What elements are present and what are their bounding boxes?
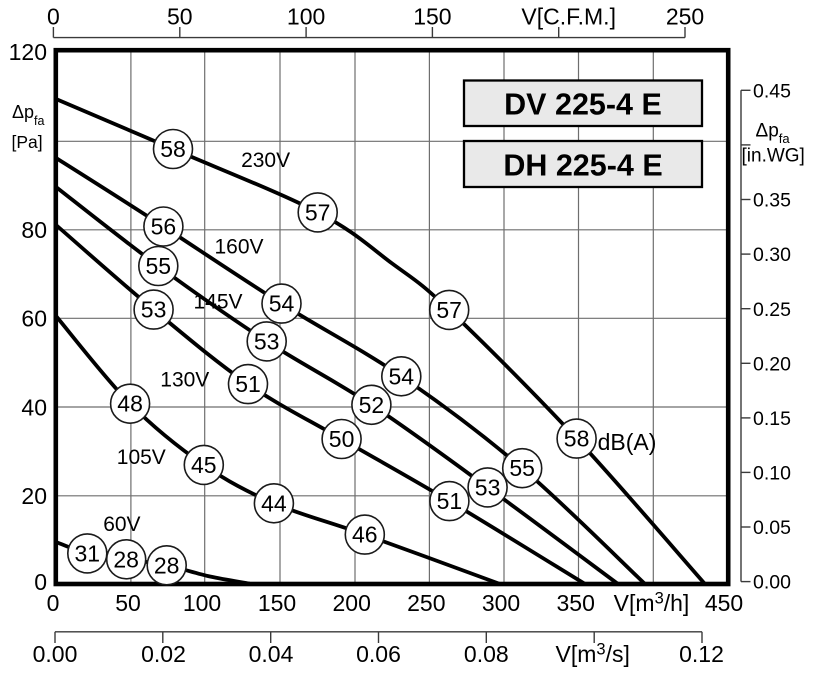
svg-text:0.15: 0.15 — [753, 408, 791, 430]
svg-text:230V: 230V — [241, 149, 290, 172]
svg-text:dB(A): dB(A) — [598, 429, 657, 455]
svg-text:60V: 60V — [103, 513, 140, 536]
svg-text:160V: 160V — [214, 236, 263, 259]
svg-text:56: 56 — [151, 214, 177, 240]
svg-text:V[m3/s]: V[m3/s] — [556, 641, 630, 668]
svg-text:57: 57 — [436, 297, 462, 323]
svg-text:53: 53 — [141, 297, 167, 323]
svg-text:46: 46 — [352, 522, 378, 548]
svg-text:53: 53 — [254, 328, 280, 354]
svg-text:0.30: 0.30 — [753, 244, 791, 266]
svg-text:54: 54 — [269, 291, 295, 317]
svg-text:45: 45 — [191, 452, 217, 478]
svg-text:28: 28 — [113, 546, 139, 572]
svg-text:0.06: 0.06 — [356, 641, 401, 667]
svg-text:80: 80 — [21, 217, 47, 243]
svg-text:200: 200 — [333, 590, 371, 616]
svg-text:350: 350 — [557, 590, 595, 616]
svg-text:55: 55 — [509, 455, 535, 481]
svg-text:51: 51 — [437, 488, 463, 514]
svg-text:52: 52 — [359, 392, 385, 418]
svg-text:55: 55 — [146, 253, 172, 279]
svg-text:48: 48 — [117, 391, 143, 417]
svg-text:51: 51 — [235, 371, 261, 397]
svg-text:130V: 130V — [160, 369, 209, 392]
svg-text:31: 31 — [75, 540, 101, 566]
svg-text:28: 28 — [154, 552, 180, 578]
svg-text:0.12: 0.12 — [679, 641, 724, 667]
svg-text:150: 150 — [413, 4, 451, 30]
svg-text:100: 100 — [183, 590, 221, 616]
svg-text:150: 150 — [258, 590, 296, 616]
svg-text:300: 300 — [482, 590, 520, 616]
svg-text:0.02: 0.02 — [141, 641, 186, 667]
svg-text:0.08: 0.08 — [464, 641, 509, 667]
svg-text:120: 120 — [9, 39, 47, 65]
svg-text:250: 250 — [407, 590, 445, 616]
svg-text:DH 225-4 E: DH 225-4 E — [503, 148, 662, 182]
svg-text:[in.WG]: [in.WG] — [742, 146, 805, 167]
svg-text:V[C.F.M.]: V[C.F.M.] — [521, 4, 616, 30]
svg-text:57: 57 — [305, 199, 331, 225]
svg-text:0.00: 0.00 — [33, 641, 78, 667]
svg-text:V[m3/h]: V[m3/h] — [614, 590, 690, 617]
svg-text:44: 44 — [261, 490, 287, 516]
svg-text:0.00: 0.00 — [753, 572, 791, 594]
svg-text:0.35: 0.35 — [753, 190, 791, 212]
svg-text:145V: 145V — [193, 291, 242, 314]
svg-text:54: 54 — [389, 363, 415, 389]
svg-text:0.10: 0.10 — [753, 463, 791, 485]
svg-text:DV 225-4 E: DV 225-4 E — [504, 87, 662, 121]
svg-text:50: 50 — [115, 590, 141, 616]
svg-text:100: 100 — [287, 4, 325, 30]
svg-text:[Pa]: [Pa] — [12, 132, 43, 152]
svg-text:50: 50 — [329, 426, 355, 452]
svg-text:58: 58 — [564, 426, 590, 452]
svg-text:0: 0 — [34, 569, 47, 595]
svg-text:60: 60 — [21, 306, 47, 332]
svg-text:0: 0 — [47, 590, 60, 616]
svg-text:0.04: 0.04 — [249, 641, 294, 667]
svg-text:0.20: 0.20 — [753, 353, 791, 375]
svg-text:40: 40 — [21, 395, 47, 421]
svg-text:58: 58 — [160, 136, 186, 162]
svg-text:0.45: 0.45 — [753, 80, 791, 102]
svg-text:53: 53 — [475, 474, 501, 500]
svg-text:20: 20 — [21, 483, 47, 509]
svg-text:250: 250 — [666, 4, 704, 30]
svg-text:0.05: 0.05 — [753, 517, 791, 539]
svg-text:450: 450 — [705, 590, 743, 616]
svg-text:0.25: 0.25 — [753, 299, 791, 321]
svg-text:105V: 105V — [117, 446, 166, 469]
svg-text:50: 50 — [167, 4, 193, 30]
svg-text:0: 0 — [47, 4, 60, 30]
